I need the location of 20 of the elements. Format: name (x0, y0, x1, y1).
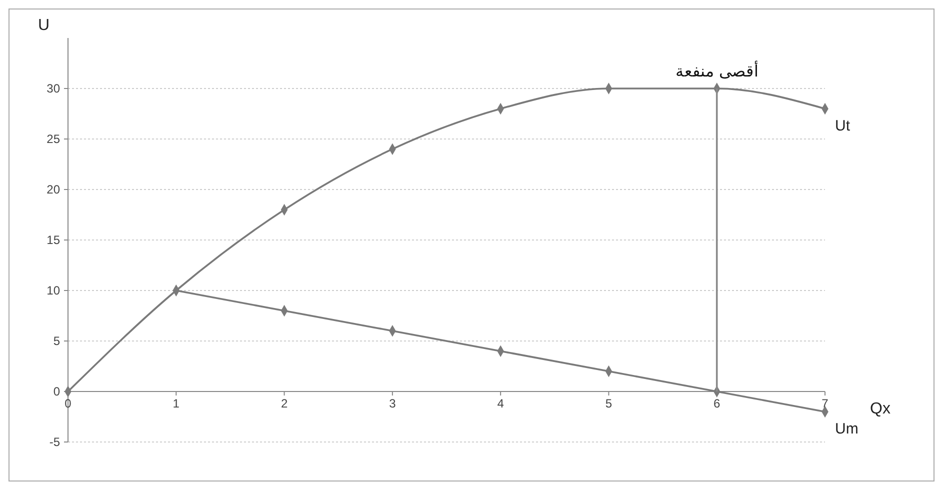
y-tick-label: 10 (46, 284, 60, 298)
y-tick-label: 25 (46, 132, 60, 146)
series-label: Ut (835, 118, 851, 135)
y-axis-title: U (38, 17, 50, 34)
x-tick-label: 2 (280, 396, 288, 410)
x-tick-label: 1 (172, 396, 180, 410)
x-tick-label: 5 (605, 396, 612, 410)
x-tick-label: 6 (714, 396, 721, 410)
x-axis-title: Qx (870, 400, 890, 418)
y-tick-label: 15 (46, 233, 60, 248)
series-label: Um (835, 420, 858, 438)
y-tick-label: 20 (46, 182, 60, 197)
y-tick-label: 5 (53, 334, 60, 348)
x-tick-label: 4 (497, 396, 504, 410)
y-tick-label: -5 (49, 435, 60, 450)
annotation: أقصى منفعة (676, 60, 758, 80)
x-tick-label: 7 (822, 396, 829, 410)
y-tick-label: 0 (53, 384, 60, 399)
x-tick-label: 3 (389, 396, 396, 410)
y-tick-label: 30 (46, 82, 60, 96)
